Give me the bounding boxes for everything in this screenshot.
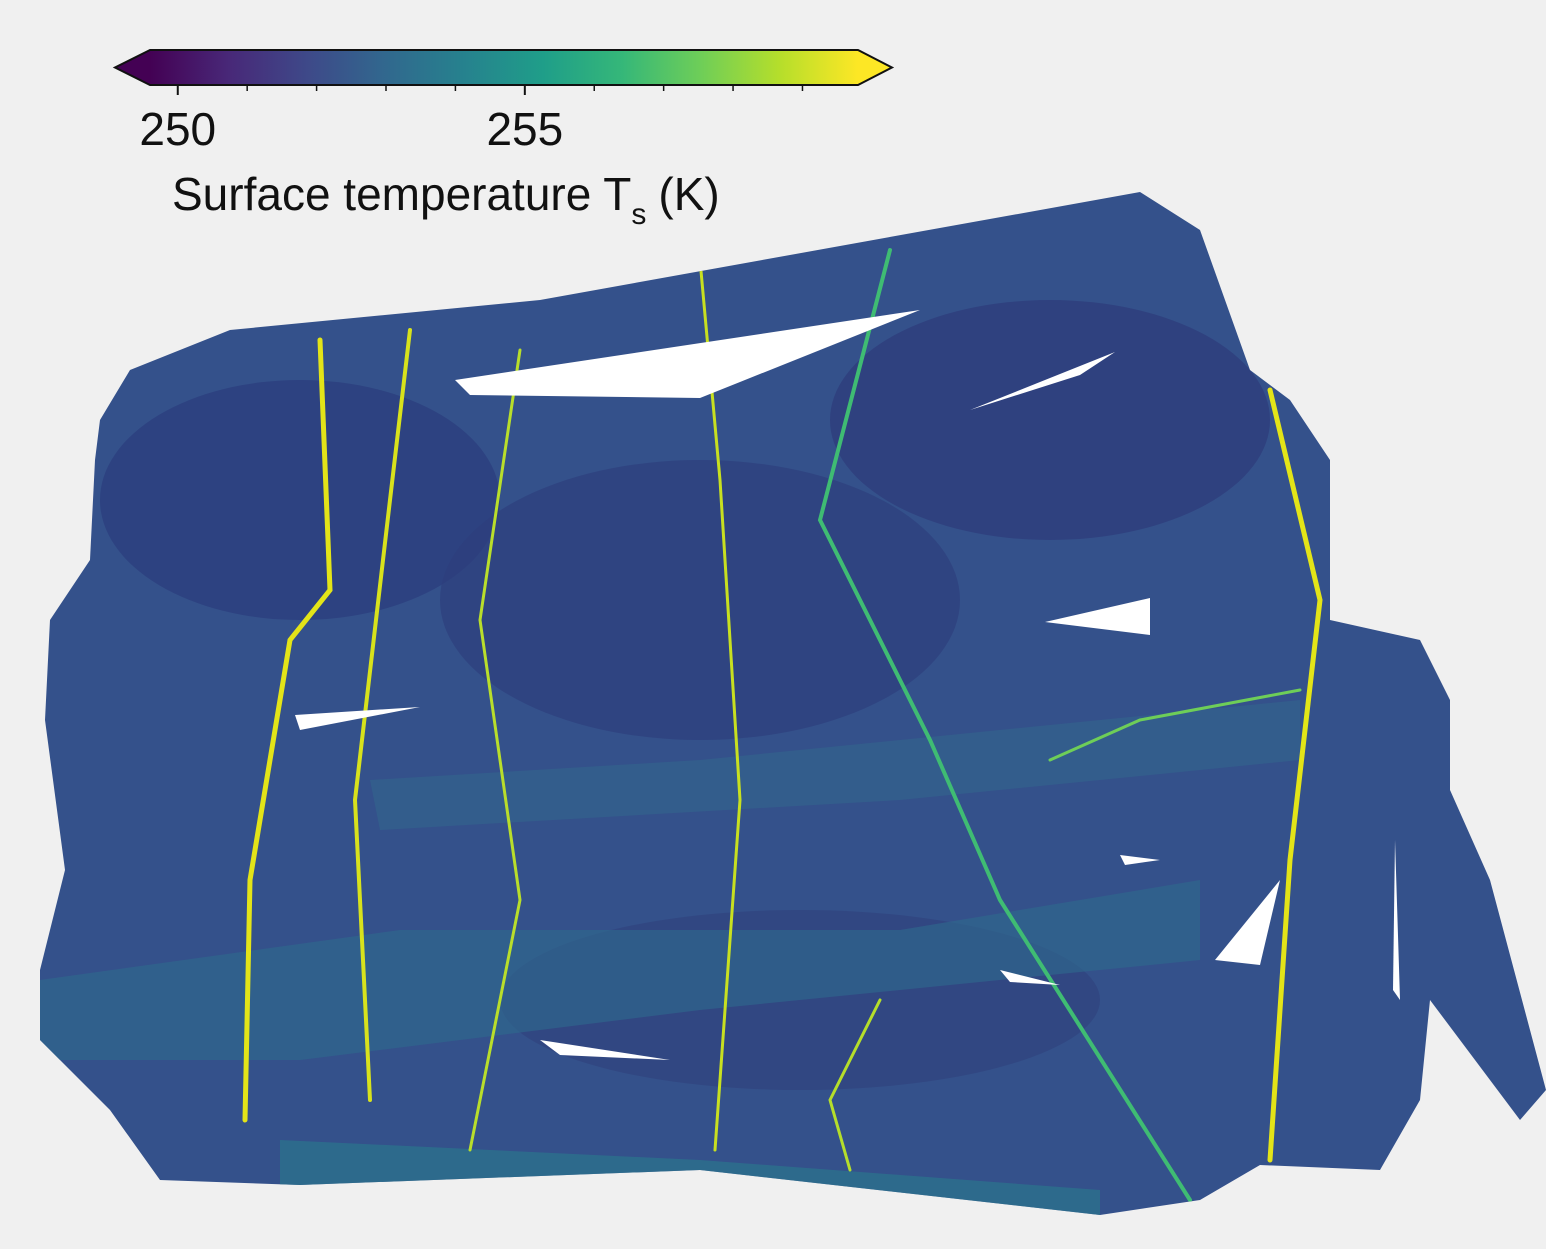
- tick-label: 250: [139, 103, 216, 155]
- figure: 250 255 Surface temperature Ts (K): [0, 0, 1546, 1249]
- label-unit: (K): [658, 168, 719, 220]
- colorbar-extend-min: [115, 50, 150, 85]
- thermal-map: [0, 180, 1546, 1249]
- colorbar-label: Surface temperature Ts (K): [172, 168, 720, 231]
- label-subscript: s: [631, 198, 646, 231]
- label-main: Surface temperature T: [172, 168, 631, 220]
- colorbar: 250 255: [115, 50, 892, 155]
- colorbar-body: [150, 50, 858, 85]
- tick-label: 255: [486, 103, 563, 155]
- colorbar-extend-max: [858, 50, 892, 85]
